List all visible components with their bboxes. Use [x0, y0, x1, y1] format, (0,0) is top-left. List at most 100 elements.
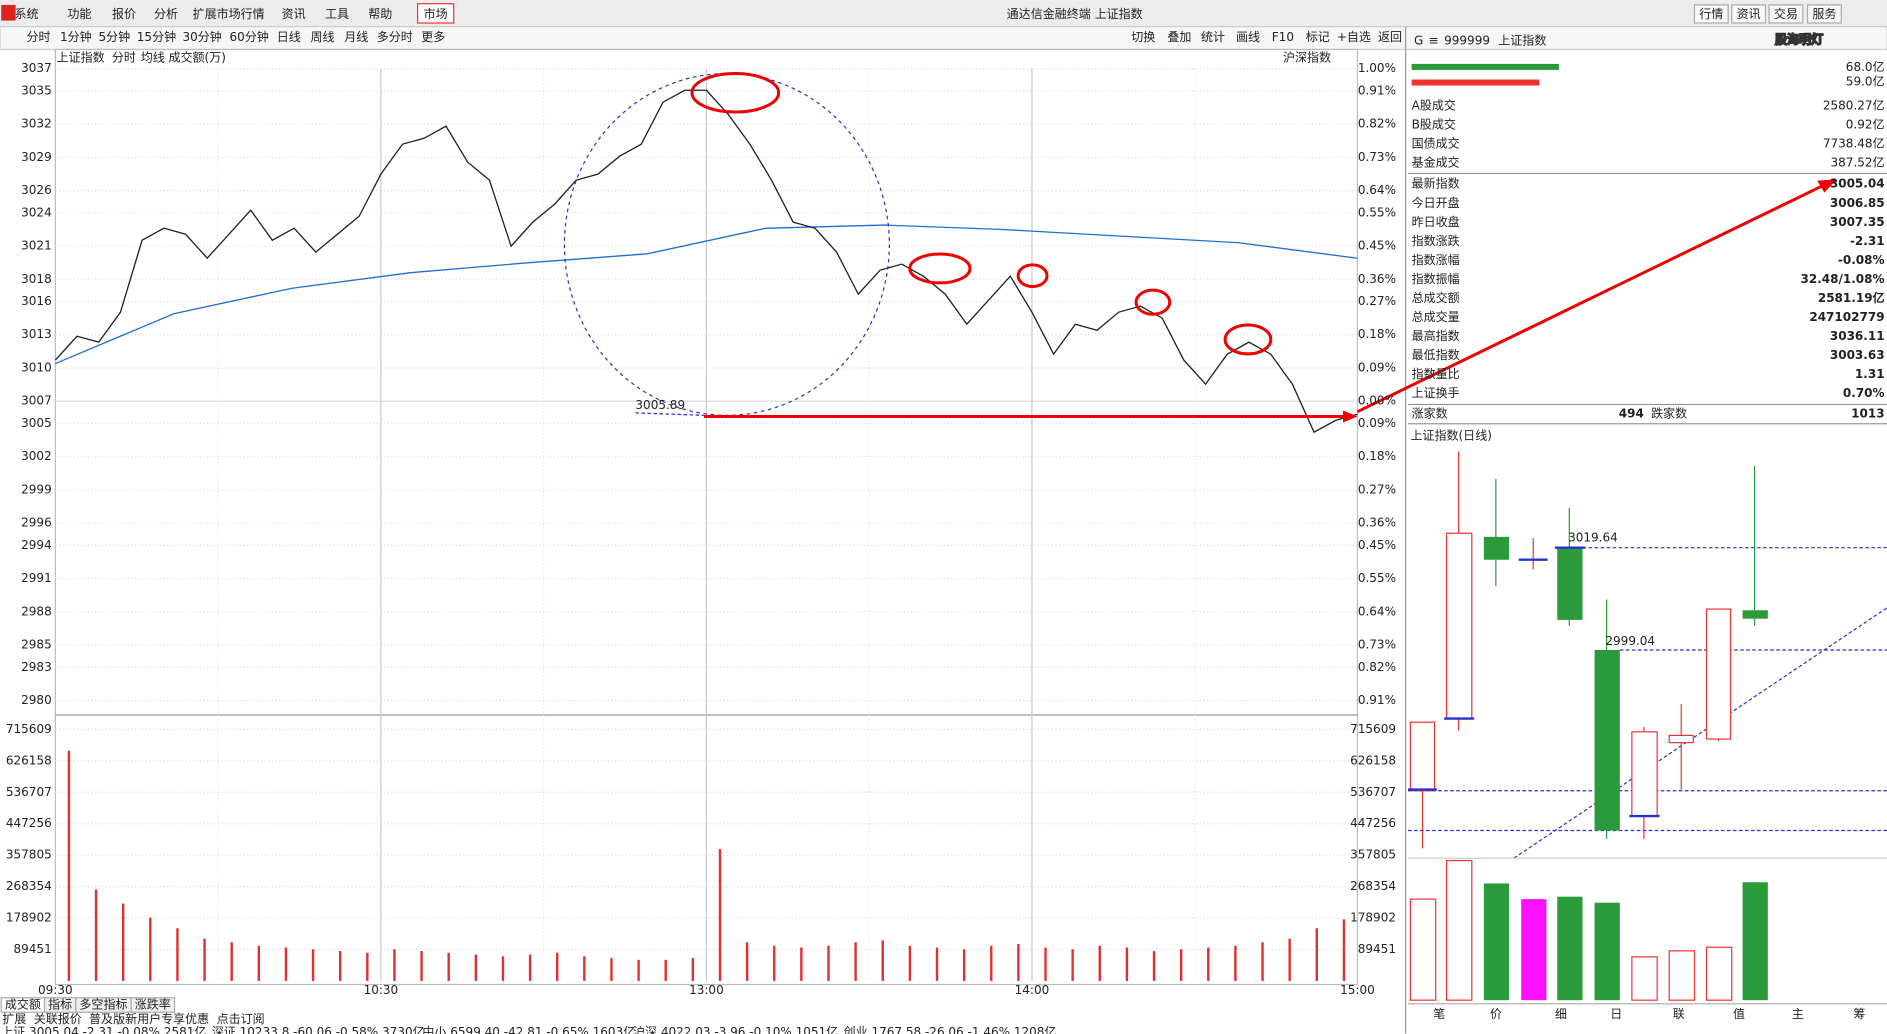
volume-bar — [637, 959, 640, 981]
volume-bar — [203, 938, 206, 981]
tool-button[interactable]: 标记 — [1306, 30, 1330, 44]
daily-volume — [1445, 859, 1473, 1001]
volume-bar — [420, 951, 423, 981]
row-value: 3005.04 — [1830, 177, 1885, 191]
period-button[interactable]: 分时 — [26, 30, 50, 44]
menu-item[interactable]: 系统 — [14, 7, 38, 21]
chart-header: 上证指数 — [57, 49, 105, 64]
volume-bar — [121, 903, 125, 981]
daily-button[interactable]: 主 — [1792, 1007, 1804, 1021]
volume-bar — [908, 945, 912, 981]
y-tick-label: 2991 — [21, 571, 52, 585]
period-button[interactable]: 60分钟 — [229, 29, 268, 44]
daily-button[interactable]: 联 — [1673, 1007, 1685, 1021]
menu-item[interactable]: 资讯 — [282, 7, 306, 21]
menu-highlight — [416, 3, 455, 24]
row-value: 32.48/1.08% — [1800, 272, 1884, 286]
period-button[interactable]: 月线 — [344, 30, 368, 44]
period-button[interactable]: 更多 — [421, 30, 445, 44]
x-tick-label: 13:00 — [689, 983, 724, 997]
volume-tick-label: 178902 — [1350, 911, 1396, 925]
period-button[interactable]: 15分钟 — [137, 29, 176, 44]
tool-button[interactable]: 返回 — [1378, 30, 1402, 44]
volume-bar — [176, 928, 179, 981]
candle-up — [1409, 721, 1436, 792]
top-button[interactable]: 交易 — [1774, 6, 1798, 21]
link[interactable]: 关联报价 — [34, 1011, 82, 1026]
tool-button[interactable]: 切换 — [1131, 30, 1155, 44]
red-ellipse — [1016, 263, 1049, 289]
top-button-bg — [1806, 4, 1842, 24]
menu-item[interactable]: 市场 — [424, 6, 448, 21]
period-button[interactable]: 1分钟 — [60, 29, 92, 44]
percent-tick-label: 0.91% — [1358, 693, 1396, 707]
daily-button[interactable]: 细 — [1555, 1007, 1567, 1021]
menu-item[interactable]: 扩展市场行情 — [193, 6, 265, 21]
daily-button[interactable]: 价 — [1490, 1007, 1502, 1021]
volume-bar — [67, 750, 71, 981]
row-value: 0.70% — [1843, 386, 1885, 400]
tab[interactable]: 指标 — [48, 996, 72, 1011]
top-button[interactable]: 行情 — [1699, 7, 1723, 21]
period-button[interactable]: 30分钟 — [183, 29, 222, 44]
row-label: 昨日收盘 — [1412, 214, 1460, 229]
tab[interactable]: 多空指标 — [79, 996, 127, 1011]
link[interactable]: 点击订阅 — [217, 1012, 265, 1026]
volume-bar — [1288, 938, 1291, 981]
daily-button[interactable]: 筹 — [1853, 1007, 1865, 1021]
volume-bar — [149, 917, 152, 981]
volume-tick-label: 536707 — [6, 785, 52, 799]
daily-button[interactable]: 笔 — [1433, 1006, 1445, 1021]
daily-button[interactable]: 值 — [1733, 1006, 1745, 1021]
tool-button[interactable]: 画线 — [1236, 30, 1260, 44]
row-value: 1.31 — [1855, 367, 1885, 381]
volume-bar — [773, 945, 776, 981]
tool-button[interactable]: +自选 — [1337, 30, 1371, 44]
percent-tick-label: 0.09% — [1358, 416, 1396, 430]
menu-item[interactable]: 帮助 — [368, 7, 392, 21]
percent-tick-label: 0.64% — [1358, 604, 1396, 618]
top-button[interactable]: 资讯 — [1737, 7, 1761, 21]
link[interactable]: 扩展 — [2, 1012, 26, 1026]
menu-item[interactable]: 报价 — [112, 6, 136, 21]
tool-button[interactable]: 统计 — [1201, 30, 1225, 44]
buy-label: 68.0亿 — [1846, 59, 1885, 74]
window-title: 通达信金融终端 上证指数 — [1007, 6, 1143, 21]
y-tick-label: 3018 — [21, 272, 52, 286]
volume-tick-label: 447256 — [1350, 816, 1396, 830]
tab[interactable]: 涨跌率 — [135, 996, 171, 1011]
buy-bar — [1411, 63, 1559, 70]
period-button[interactable]: 多分时 — [377, 30, 413, 44]
daily-button[interactable]: 日 — [1610, 1007, 1622, 1021]
menu-item[interactable]: 分析 — [154, 7, 178, 21]
red-ellipse — [1134, 288, 1172, 316]
menu-item[interactable]: 功能 — [67, 7, 91, 21]
status-item: 沪深 4022.03 -3.96 -0.10% 1051亿 — [633, 1024, 838, 1034]
volume-bar — [1071, 949, 1074, 981]
tool-button[interactable]: F10 — [1272, 30, 1294, 44]
index-selector[interactable]: 沪深指数 — [1283, 49, 1331, 64]
row-label: 指数涨幅 — [1412, 252, 1460, 267]
tool-button[interactable]: 叠加 — [1167, 30, 1191, 44]
tab[interactable]: 成交额 — [5, 996, 41, 1011]
row-label: 最高指数 — [1412, 328, 1460, 343]
percent-tick-label: 1.00% — [1358, 61, 1396, 75]
sell-label: 59.0亿 — [1846, 73, 1885, 88]
period-button[interactable]: 周线 — [311, 30, 335, 44]
link[interactable]: 普及版新用户专享优惠 — [89, 1011, 209, 1026]
top-button[interactable]: 服务 — [1812, 6, 1836, 21]
percent-tick-label: 0.73% — [1358, 150, 1396, 164]
volume-bar — [1152, 951, 1156, 981]
volume-bar — [664, 959, 667, 981]
red-ellipse — [908, 252, 972, 285]
period-button[interactable]: 日线 — [277, 30, 301, 44]
period-button[interactable]: 5分钟 — [98, 29, 130, 44]
menu-item[interactable]: 工具 — [325, 7, 349, 21]
volume-bar — [827, 945, 830, 981]
row-label: 上证换手 — [1412, 386, 1460, 400]
top-button-bg — [1693, 4, 1729, 24]
x-tick-label: 15:00 — [1340, 983, 1375, 997]
volume-bar — [1315, 928, 1318, 981]
y-tick-label: 3016 — [21, 294, 52, 308]
top-button-bg — [1731, 4, 1767, 24]
